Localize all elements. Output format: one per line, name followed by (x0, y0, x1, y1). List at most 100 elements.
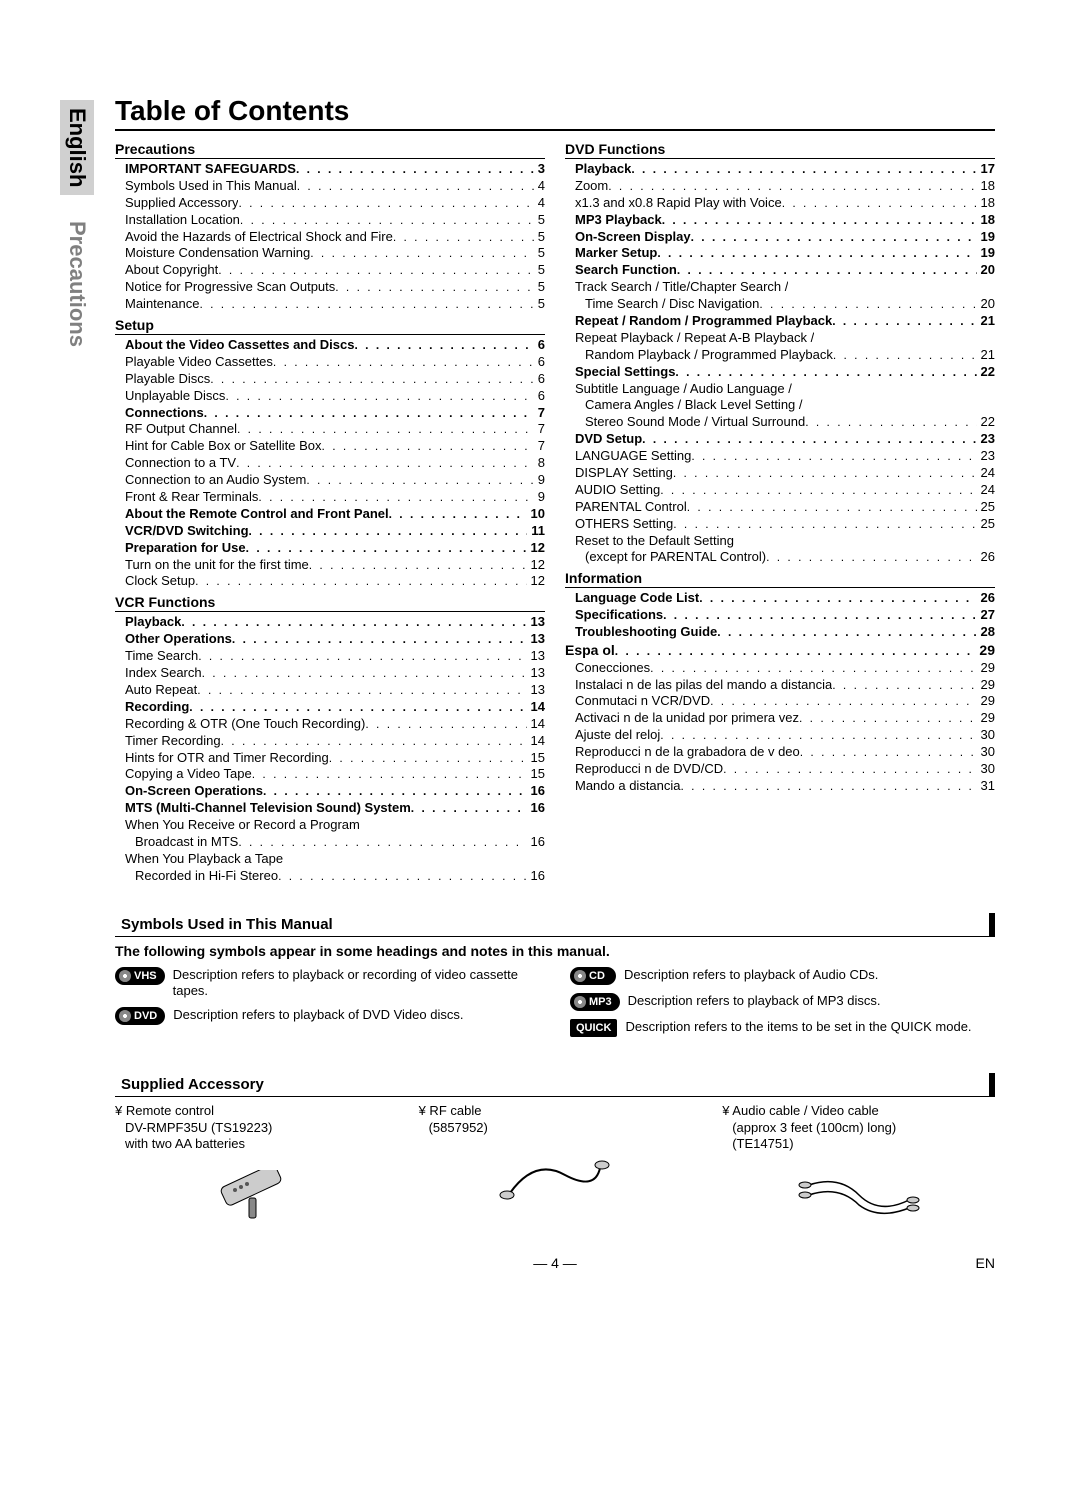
symbols-grid: VHSDescription refers to playback or rec… (115, 967, 995, 1045)
toc-page: 29 (977, 660, 995, 677)
toc-label: MP3 Playback (575, 212, 662, 229)
toc-dots (608, 178, 976, 195)
toc-line: Front & Rear Terminals9 (115, 489, 545, 506)
toc-dots (681, 778, 977, 795)
toc-label: Playable Video Cassettes (125, 354, 273, 371)
toc-line: Connections7 (115, 405, 545, 422)
toc-dots (225, 388, 533, 405)
symbol-text: Description refers to playback of MP3 di… (628, 993, 881, 1009)
toc-page: 21 (977, 347, 995, 364)
toc-line: Conmutaci n VCR/DVD29 (565, 693, 995, 710)
toc-label: Supplied Accessory (125, 195, 238, 212)
toc-section-head: Setup (115, 317, 545, 335)
toc-label: Auto Repeat (125, 682, 197, 699)
toc-dots (691, 448, 976, 465)
symbols-intro: The following symbols appear in some hea… (115, 943, 995, 959)
toc-dots (663, 607, 976, 624)
toc-label: Special Settings (575, 364, 675, 381)
toc-dots (221, 733, 527, 750)
symbol-row: MP3Description refers to playback of MP3… (570, 993, 995, 1011)
toc-dots (660, 727, 976, 744)
toc-label: About the Remote Control and Front Panel (125, 506, 389, 523)
toc-page: 12 (527, 557, 545, 574)
toc-dots (297, 178, 534, 195)
toc-line: Playable Video Cassettes6 (115, 354, 545, 371)
toc-page: 30 (977, 727, 995, 744)
toc-label: Turn on the unit for the first time (125, 557, 309, 574)
toc-dots (309, 557, 527, 574)
toc-page: 13 (527, 682, 545, 699)
toc-page: 6 (534, 371, 545, 388)
toc-line: Espa ol29 (565, 641, 995, 660)
toc-label: Maintenance (125, 296, 199, 313)
toc-label: RF Output Channel (125, 421, 237, 438)
toc-label: MTS (Multi-Channel Television Sound) Sys… (125, 800, 411, 817)
toc-page: 14 (527, 699, 545, 716)
toc-line: Reproducci n de DVD/CD30 (565, 761, 995, 778)
toc-page: 24 (977, 465, 995, 482)
toc-line: Recording & OTR (One Touch Recording)14 (115, 716, 545, 733)
toc-page: 7 (534, 421, 545, 438)
toc-label: On-Screen Operations (125, 783, 263, 800)
toc-line: Time Search / Disc Navigation20 (565, 296, 995, 313)
disc-icon (119, 1010, 131, 1022)
accessory-label: ¥ Audio cable / Video cable(approx 3 fee… (722, 1103, 995, 1154)
toc-page: 11 (527, 523, 545, 540)
toc-dots (766, 549, 976, 566)
toc-label: When You Receive or Record a Program (125, 817, 360, 834)
symbol-text: Description refers to the items to be se… (625, 1019, 971, 1035)
toc-label: Avoid the Hazards of Electrical Shock an… (125, 229, 393, 246)
toc-line: About Copyright5 (115, 262, 545, 279)
page-title: Table of Contents (115, 95, 995, 131)
toc-dots (691, 229, 977, 246)
toc-label: Marker Setup (575, 245, 657, 262)
toc-label: Stereo Sound Mode / Virtual Surround (585, 414, 805, 431)
accessory-heading: Supplied Accessory (115, 1073, 995, 1097)
toc-label: Camera Angles / Black Level Setting / (585, 397, 803, 414)
toc-dots (199, 296, 533, 313)
toc-dots (615, 641, 976, 660)
toc-label: Instalaci n de las pilas del mando a dis… (575, 677, 832, 694)
toc-line: Stereo Sound Mode / Virtual Surround22 (565, 414, 995, 431)
toc-page: 23 (977, 431, 995, 448)
symbol-row: QUICK Description refers to the items to … (570, 1019, 995, 1037)
toc-label: DISPLAY Setting (575, 465, 673, 482)
accessory-label: ¥ RF cable(5857952) (419, 1103, 692, 1137)
toc-dots (210, 371, 534, 388)
toc-label: LANGUAGE Setting (575, 448, 691, 465)
toc-label: Reproducci n de DVD/CD (575, 761, 723, 778)
symbol-badge: QUICK (570, 1019, 617, 1037)
toc-label: Moisture Condensation Warning (125, 245, 310, 262)
toc-label: Connections (125, 405, 204, 422)
toc-page: 12 (527, 573, 545, 590)
toc-line: MTS (Multi-Channel Television Sound) Sys… (115, 800, 545, 817)
toc-line: Unplayable Discs6 (115, 388, 545, 405)
toc-label: Reproducci n de la grabadora de v deo (575, 744, 800, 761)
toc-label: Playback (125, 614, 181, 631)
toc-line: Connection to a TV8 (115, 455, 545, 472)
toc-label: Timer Recording (125, 733, 221, 750)
page-footer: — 4 — EN (115, 1255, 995, 1271)
toc-line: MP3 Playback18 (565, 212, 995, 229)
toc-line: OTHERS Setting25 (565, 516, 995, 533)
toc-label: (except for PARENTAL Control) (585, 549, 766, 566)
toc-page: 3 (534, 161, 545, 178)
toc-dots (202, 665, 527, 682)
toc-line: Clock Setup12 (115, 573, 545, 590)
toc-line: On-Screen Operations16 (115, 783, 545, 800)
toc-column-right: DVD FunctionsPlayback17Zoom18x1.3 and x0… (565, 137, 995, 885)
toc-line: When You Receive or Record a Program (115, 817, 545, 834)
toc-label: Reset to the Default Setting (575, 533, 734, 550)
symbol-row: VHSDescription refers to playback or rec… (115, 967, 540, 1000)
accessory-item: ¥ Remote controlDV-RMPF35U (TS19223)with… (115, 1103, 388, 1226)
toc-dots (832, 313, 976, 330)
toc-line: Broadcast in MTS16 (115, 834, 545, 851)
toc-dots (389, 506, 527, 523)
toc-page: 14 (527, 716, 545, 733)
symbol-badge: DVD (115, 1007, 165, 1025)
toc-label: Mando a distancia (575, 778, 681, 795)
toc-page: 14 (527, 733, 545, 750)
symbols-heading: Symbols Used in This Manual (115, 913, 995, 937)
toc-label: Hints for OTR and Timer Recording (125, 750, 329, 767)
toc-label: Preparation for Use (125, 540, 246, 557)
